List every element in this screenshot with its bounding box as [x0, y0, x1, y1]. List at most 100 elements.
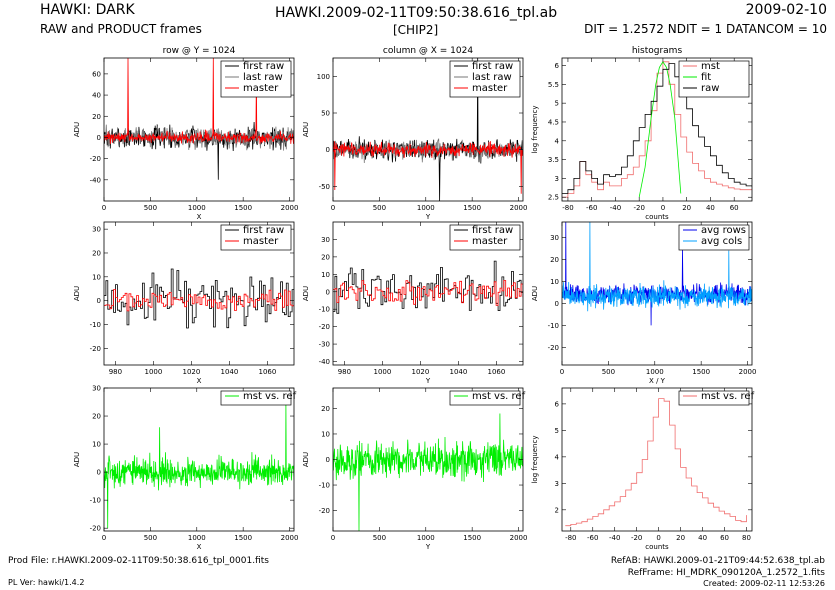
y-tick-label: -20	[319, 507, 330, 515]
legend: mst vs. ref	[678, 390, 755, 406]
y-tick-label: 30	[92, 226, 101, 234]
chart-p5: 980 1000 1020 1040 1060-40-30-20-100102030YA…	[302, 221, 524, 385]
x-tick-label: 1500	[692, 368, 710, 376]
plot-area	[104, 401, 294, 529]
x-tick-label: 1000	[188, 204, 206, 212]
y-axis-label: ADU	[302, 286, 310, 301]
chart-p2: 0 500 1000 1500 2000 -50 0 50 100 column @ X = 10…	[302, 46, 527, 221]
x-tick-label: 0	[331, 204, 335, 212]
y-tick-label: 100	[317, 73, 330, 81]
y-tick-label: 2	[555, 506, 559, 514]
series-first-raw	[104, 121, 294, 180]
x-axis-label: Y	[425, 377, 431, 385]
series-first-raw	[104, 268, 294, 329]
center-subtitle: [CHIP2]	[393, 23, 439, 37]
y-tick-label: 0	[326, 288, 330, 296]
y-axis-label: log frequency	[531, 435, 539, 483]
y-tick-label: 30	[550, 234, 559, 242]
x-axis-label: counts	[645, 543, 669, 551]
ref-ab: RefAB: HAWKI.2009-01-21T09:44:52.638_tpl…	[610, 556, 825, 566]
plot-area	[333, 260, 523, 314]
plot-area	[562, 61, 752, 198]
series-master	[333, 280, 523, 306]
y-tick-label: -20	[90, 345, 101, 353]
x-tick-label: 1060	[487, 368, 505, 376]
plot-frame	[561, 387, 753, 532]
series-master	[104, 58, 294, 145]
y-tick-label: 5.5	[548, 81, 559, 89]
y-axis-label: ADU	[302, 452, 310, 467]
x-axis-label: X	[197, 543, 202, 551]
x-tick-label: 0	[560, 368, 564, 376]
plot-frame	[561, 221, 753, 366]
plot-area	[333, 58, 523, 201]
series-mst-vs-ref	[333, 413, 523, 531]
y-tick-label: 6	[555, 400, 560, 408]
legend-entry: last raw	[243, 72, 283, 83]
plot-frame	[103, 57, 295, 202]
x-tick-label: 2000	[281, 534, 299, 542]
x-tick-label: 40	[706, 204, 715, 212]
y-tick-label: 3	[555, 480, 559, 488]
series-avg-cols	[562, 222, 752, 312]
y-tick-label: 3.5	[548, 156, 559, 164]
legend-box	[220, 60, 292, 98]
x-tick-label: 0	[331, 534, 335, 542]
legend-box	[220, 224, 292, 251]
chart-p6: 0 500 1000 1500 2000 -20 -10 0 10 20 30 X / Y ADU avg…	[531, 221, 756, 385]
prod-file: Prod File: r.HAWKI.2009-02-11T09:50:38.6…	[8, 556, 269, 566]
y-tick-label: 0	[326, 456, 330, 464]
y-tick-label: 20	[92, 413, 101, 421]
y-tick-label: 10	[550, 278, 559, 286]
x-tick-label: 2000	[510, 204, 528, 212]
y-tick-label: 50	[321, 110, 330, 118]
chart-title: histograms	[632, 46, 683, 56]
legend-entry: first raw	[472, 61, 513, 72]
x-tick-label: 500	[373, 204, 386, 212]
x-tick-label: 0	[661, 204, 665, 212]
x-tick-label: 0	[102, 204, 106, 212]
chart-p8: 0 500 1000 1500 2000 -20 -10 0 10 20 Y ADU mst vs. r…	[302, 387, 527, 551]
legend-entry: master	[472, 236, 508, 247]
legend-entry: mst vs. ref	[472, 391, 526, 402]
x-tick-label: -80	[562, 204, 573, 212]
chart-p1: 0 500 1000 1500 2000 -40 -20 0 20 40 60 row @ Y = 1…	[73, 46, 298, 221]
series-mst-vs-ref	[565, 398, 747, 527]
x-tick-label: 1000	[417, 534, 435, 542]
legend-box	[449, 60, 521, 98]
x-tick-label: 0	[102, 534, 106, 542]
chart-title: row @ Y = 1024	[163, 46, 236, 56]
x-tick-label: -80	[565, 534, 576, 542]
y-tick-label: 0	[326, 146, 330, 154]
y-tick-label: 10	[92, 441, 101, 449]
x-axis-label: X	[197, 213, 202, 221]
x-tick-label: 1500	[234, 204, 252, 212]
series-mst-vs-ref	[104, 401, 294, 529]
x-tick-label: 1000	[646, 368, 664, 376]
ref-frame: RefFrame: HI_MDRK_090120A_1.2572_1.fits	[627, 568, 825, 578]
y-tick-label: 4	[555, 453, 560, 461]
x-tick-label: 20	[682, 204, 691, 212]
center-title: HAWKI.2009-02-11T09:50:38.616_tpl.ab	[275, 5, 558, 21]
y-tick-label: 20	[92, 249, 101, 257]
legend-entry: mst	[701, 61, 720, 72]
y-tick-label: 0	[97, 134, 101, 142]
chart-p7: 0 500 1000 1500 2000 -20 -10 0 10 20 30 X ADU mst vs.…	[73, 385, 298, 552]
x-tick-label: 500	[144, 534, 157, 542]
legend-entry: first raw	[243, 225, 284, 236]
x-axis-label: X / Y	[649, 377, 666, 385]
y-tick-label: 40	[92, 92, 101, 100]
y-tick-label: -10	[90, 321, 101, 329]
y-tick-label: -10	[90, 497, 101, 505]
y-tick-label: 20	[550, 256, 559, 264]
x-tick-label: 60	[730, 204, 739, 212]
x-tick-label: 40	[698, 534, 707, 542]
plot-frame	[332, 221, 524, 366]
legend-entry: avg rows	[701, 225, 746, 236]
y-tick-label: -30	[319, 341, 330, 349]
y-tick-label: 10	[92, 273, 101, 281]
